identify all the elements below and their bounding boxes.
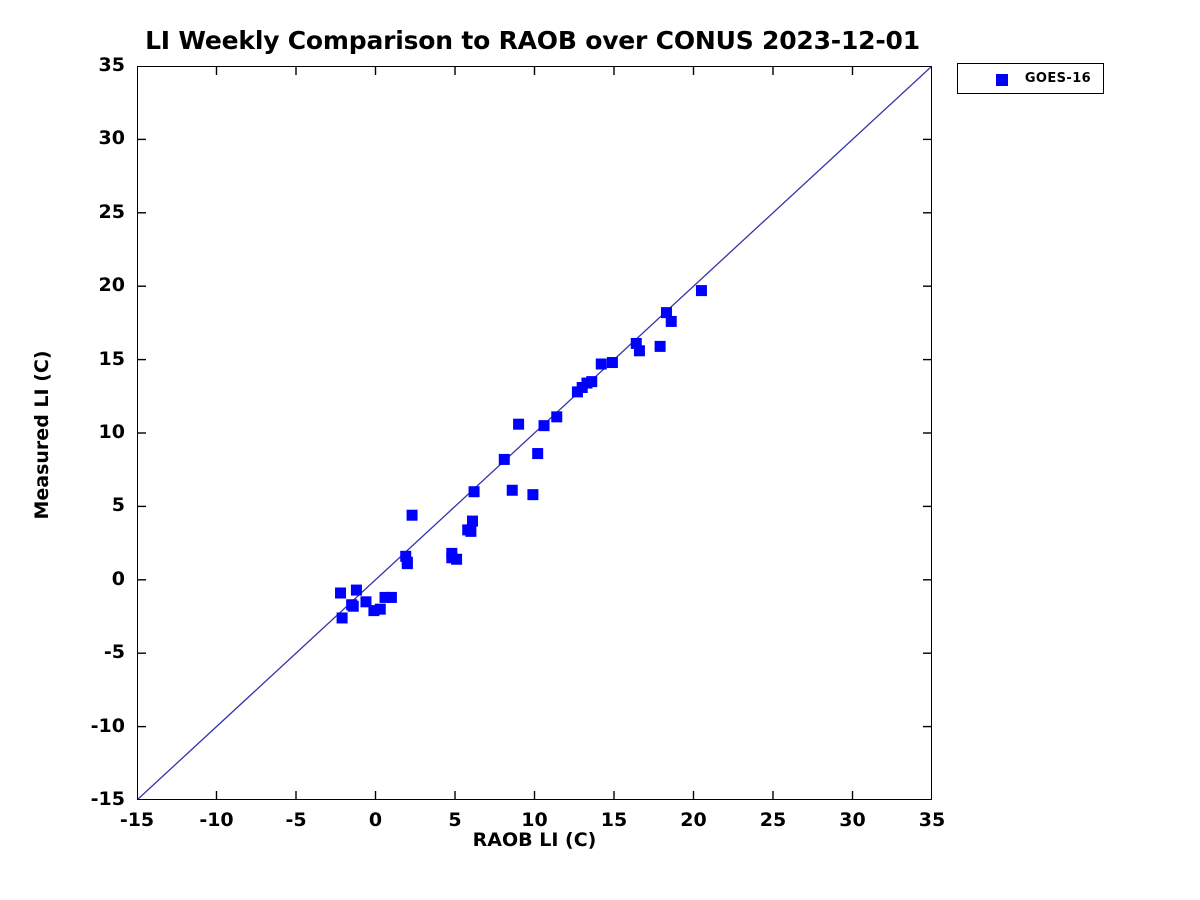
x-axis-tick-label: 5 <box>448 809 462 831</box>
y-axis-title: Measured LI (C) <box>31 350 53 520</box>
legend: GOES-16 <box>957 63 1104 94</box>
x-axis-tick-label: 0 <box>368 809 383 831</box>
y-axis-tick-label: -10 <box>90 714 125 737</box>
y-axis-tick-label: 5 <box>111 494 125 517</box>
x-axis-tick-label: 15 <box>600 809 628 831</box>
y-axis-tick-label: 25 <box>98 200 125 223</box>
x-axis-tick-label: -10 <box>199 809 234 831</box>
x-axis-title: RAOB LI (C) <box>472 829 597 851</box>
y-axis-tick-label: 30 <box>98 127 125 150</box>
y-axis-tick-label: -5 <box>103 641 125 664</box>
x-axis-tick-label: 25 <box>759 809 787 831</box>
legend-label-goes-16: GOES-16 <box>1024 71 1092 86</box>
y-axis-tick-label: 35 <box>98 54 125 76</box>
x-axis-tick-label: 20 <box>680 809 707 831</box>
legend-marker-goes-16 <box>996 73 1008 86</box>
y-axis-tick-label: 0 <box>111 567 125 590</box>
y-axis-tick-label: 10 <box>98 421 125 443</box>
y-axis-tick-label: -15 <box>90 788 125 810</box>
y-axis-tick-label: 20 <box>98 274 125 297</box>
x-axis-tick-label: 30 <box>839 809 866 831</box>
plot-area <box>137 66 932 800</box>
x-axis-tick-label: -5 <box>285 809 307 831</box>
x-axis-tick-label: -15 <box>119 809 155 831</box>
x-axis-tick-label: 35 <box>918 809 946 831</box>
x-axis-tick-label: 10 <box>521 809 548 831</box>
chart-title: LI Weekly Comparison to RAOB over CONUS … <box>145 26 920 55</box>
y-axis-tick-label: 15 <box>98 347 125 370</box>
